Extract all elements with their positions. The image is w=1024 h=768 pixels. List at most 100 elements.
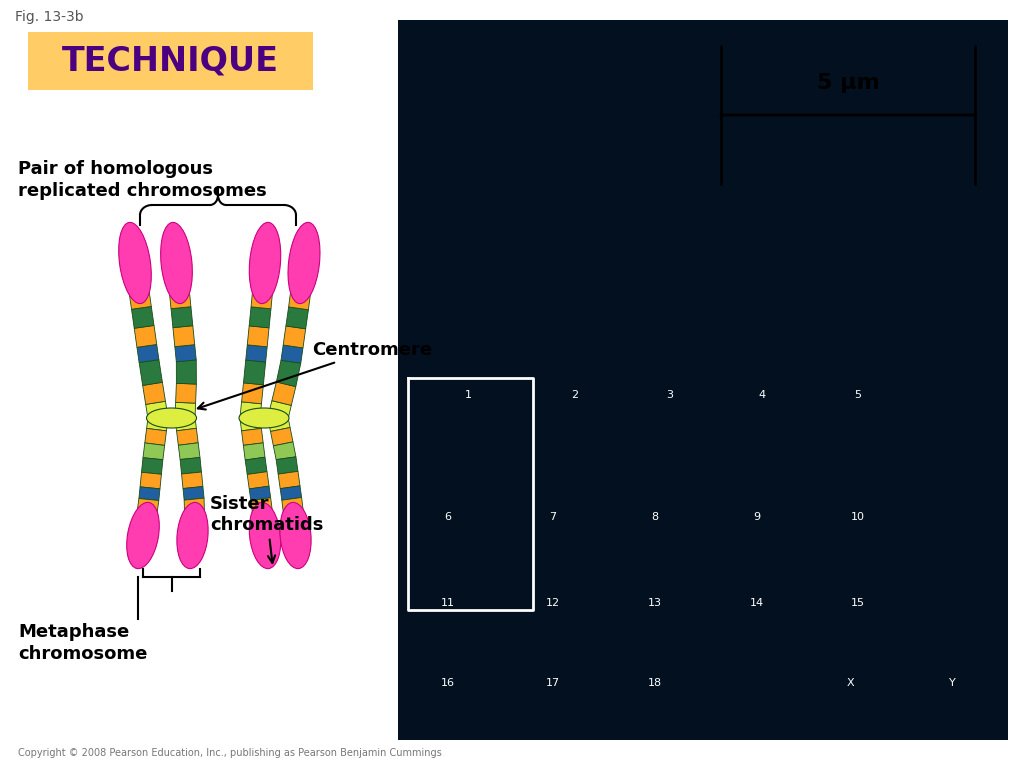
Polygon shape <box>295 242 316 256</box>
Polygon shape <box>142 382 166 405</box>
Polygon shape <box>134 512 157 533</box>
Polygon shape <box>279 472 300 488</box>
Polygon shape <box>173 326 195 346</box>
Polygon shape <box>183 513 205 532</box>
Polygon shape <box>281 486 302 500</box>
Text: Fig. 13-3b: Fig. 13-3b <box>15 10 84 24</box>
Ellipse shape <box>127 502 160 568</box>
Text: Y: Y <box>948 678 955 688</box>
Polygon shape <box>242 382 263 404</box>
Text: 22: 22 <box>750 755 764 765</box>
Polygon shape <box>256 545 276 555</box>
Polygon shape <box>247 472 269 489</box>
Polygon shape <box>246 345 267 362</box>
Polygon shape <box>244 360 265 385</box>
Polygon shape <box>254 253 275 270</box>
Polygon shape <box>245 457 267 475</box>
Polygon shape <box>122 227 142 245</box>
Polygon shape <box>176 360 197 384</box>
Text: 14: 14 <box>750 598 764 608</box>
Polygon shape <box>286 307 308 329</box>
Polygon shape <box>137 498 159 516</box>
Ellipse shape <box>161 223 193 303</box>
Text: Metaphase
chromosome: Metaphase chromosome <box>18 623 147 664</box>
Polygon shape <box>253 512 274 532</box>
Polygon shape <box>285 530 306 546</box>
Polygon shape <box>276 457 298 474</box>
Polygon shape <box>296 227 316 244</box>
Polygon shape <box>288 553 307 563</box>
Polygon shape <box>251 498 272 515</box>
Polygon shape <box>247 326 269 347</box>
Polygon shape <box>281 345 303 363</box>
Polygon shape <box>282 498 303 515</box>
Polygon shape <box>242 429 263 445</box>
Polygon shape <box>184 498 205 515</box>
Text: 21: 21 <box>648 755 663 765</box>
Polygon shape <box>257 553 276 563</box>
Polygon shape <box>255 530 276 547</box>
Polygon shape <box>180 458 202 474</box>
Text: 15: 15 <box>851 598 865 608</box>
Polygon shape <box>28 32 313 90</box>
Text: 20: 20 <box>546 755 560 765</box>
Text: 8: 8 <box>651 512 658 522</box>
Text: Sister
chromatids: Sister chromatids <box>210 495 324 563</box>
Polygon shape <box>284 326 306 348</box>
Text: 6: 6 <box>444 512 452 522</box>
Text: 1: 1 <box>465 390 471 400</box>
Polygon shape <box>291 269 313 290</box>
Text: 17: 17 <box>546 678 560 688</box>
Polygon shape <box>143 443 165 460</box>
Polygon shape <box>284 512 305 531</box>
Text: Pair of homologous
replicated chromosomes: Pair of homologous replicated chromosome… <box>18 160 266 200</box>
Polygon shape <box>240 402 261 419</box>
Polygon shape <box>146 417 168 431</box>
Polygon shape <box>175 417 197 431</box>
Polygon shape <box>145 401 168 419</box>
Polygon shape <box>183 486 204 500</box>
Text: 4: 4 <box>759 390 766 400</box>
Polygon shape <box>175 345 197 362</box>
Polygon shape <box>271 382 296 406</box>
Ellipse shape <box>239 408 289 428</box>
Polygon shape <box>131 529 154 548</box>
Text: 16: 16 <box>441 678 455 688</box>
Text: 5: 5 <box>854 390 861 400</box>
Polygon shape <box>167 269 189 290</box>
Polygon shape <box>144 429 167 445</box>
Polygon shape <box>171 306 193 328</box>
Polygon shape <box>270 428 293 445</box>
Ellipse shape <box>249 502 281 568</box>
Polygon shape <box>178 443 200 459</box>
Ellipse shape <box>146 408 197 428</box>
Polygon shape <box>169 288 190 309</box>
Text: Copyright © 2008 Pearson Education, Inc., publishing as Pearson Benjamin Cumming: Copyright © 2008 Pearson Education, Inc.… <box>18 748 444 758</box>
Polygon shape <box>134 326 157 347</box>
Polygon shape <box>139 487 160 501</box>
Polygon shape <box>273 442 296 459</box>
Polygon shape <box>293 253 314 271</box>
Polygon shape <box>129 287 152 310</box>
Ellipse shape <box>280 502 311 568</box>
Polygon shape <box>140 472 162 489</box>
Polygon shape <box>165 242 185 256</box>
Polygon shape <box>276 360 301 386</box>
Polygon shape <box>137 345 159 362</box>
Polygon shape <box>130 544 151 556</box>
Polygon shape <box>141 458 163 475</box>
Polygon shape <box>398 20 1008 740</box>
Polygon shape <box>165 227 184 244</box>
Text: 9: 9 <box>754 512 761 522</box>
Polygon shape <box>257 228 276 244</box>
Polygon shape <box>268 401 291 420</box>
Polygon shape <box>249 307 271 328</box>
Polygon shape <box>181 554 201 563</box>
Polygon shape <box>124 253 145 271</box>
Text: 2: 2 <box>571 390 579 400</box>
Text: Centromere: Centromere <box>198 341 432 409</box>
Text: 12: 12 <box>546 598 560 608</box>
Text: 7: 7 <box>550 512 557 522</box>
Polygon shape <box>181 472 203 488</box>
Polygon shape <box>181 530 203 547</box>
